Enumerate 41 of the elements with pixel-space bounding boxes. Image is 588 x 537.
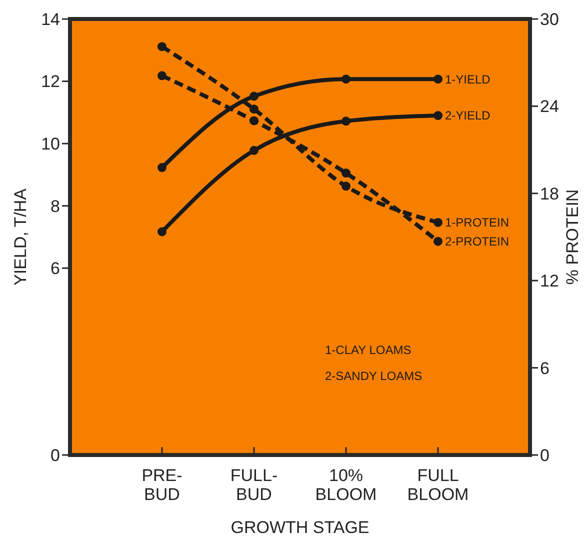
series-label: 2-PROTEIN: [445, 234, 510, 249]
y-tick-label: 8: [50, 196, 60, 216]
y-tick-label: 0: [50, 446, 60, 465]
point: [434, 74, 442, 84]
point: [434, 218, 442, 227]
y2-tick-label: 0: [540, 446, 550, 465]
y-tick-label: 10: [41, 134, 60, 154]
y2-tick-label: 18: [540, 184, 559, 204]
x-axis-title: GROWTH STAGE: [230, 518, 370, 537]
annotation: 1-CLAY LOAMS: [325, 343, 412, 357]
point: [158, 71, 166, 80]
point: [342, 116, 350, 126]
point: [342, 74, 350, 84]
y2-axis-title: % PROTEIN: [563, 189, 582, 285]
point: [342, 182, 350, 191]
y-tick-label: 12: [41, 72, 60, 92]
y2-tick-label: 12: [540, 272, 559, 291]
series-label: 1-YIELD: [445, 72, 491, 86]
x-tick-label: 10% BLOOM: [315, 466, 377, 504]
point: [434, 111, 442, 120]
point: [250, 104, 258, 114]
x-tick-label: PRE- BUD: [142, 466, 182, 504]
y2-tick-label: 24: [540, 97, 559, 116]
point: [250, 146, 258, 155]
point: [250, 92, 258, 101]
annotation: 2-SANDY LOAMS: [325, 369, 422, 383]
y2-tick-label: 30: [540, 10, 559, 29]
point: [158, 163, 166, 172]
point: [250, 116, 258, 126]
series-label: 1-PROTEIN: [445, 216, 510, 230]
x-tick-label: FULL BLOOM: [407, 466, 469, 504]
point: [158, 42, 166, 52]
y-tick-label: 14: [41, 10, 60, 29]
point: [434, 236, 442, 246]
series-label: 2-YIELD: [445, 108, 491, 123]
x-tick-label: FULL- BUD: [230, 466, 278, 504]
y-tick-label: 6: [50, 259, 60, 278]
point: [342, 168, 350, 178]
y-axis-title: YIELD, T/HA: [11, 188, 30, 286]
y2-tick-label: 6: [540, 358, 550, 378]
point: [158, 227, 166, 236]
